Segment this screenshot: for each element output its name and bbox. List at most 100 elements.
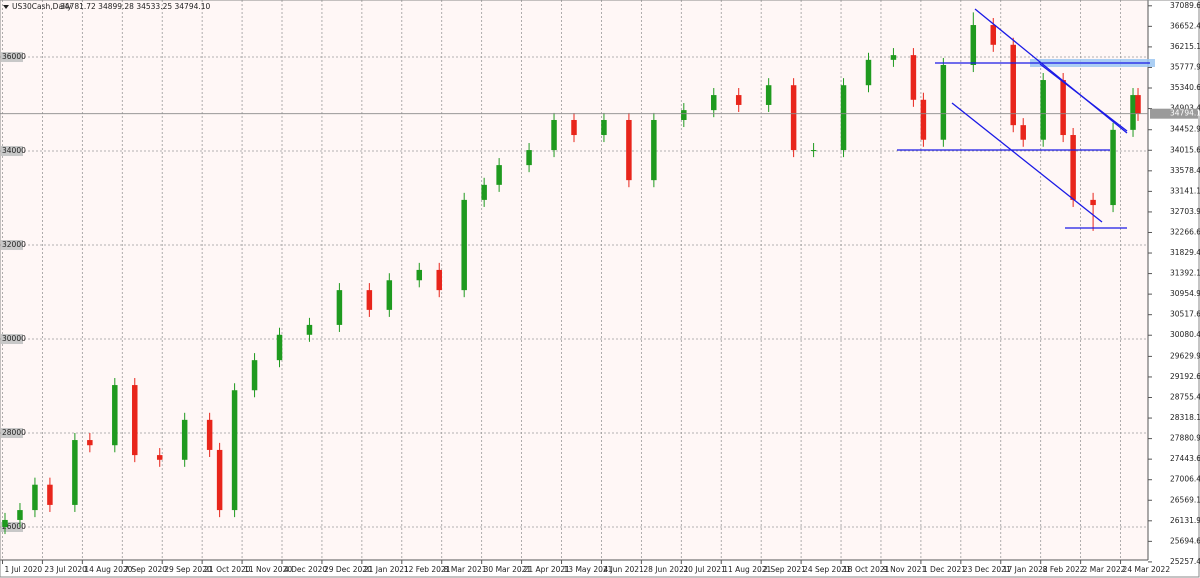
candle-body: [1010, 44, 1016, 126]
y-tick-label: 30954.90: [1170, 289, 1200, 298]
candle-body: [735, 95, 742, 105]
x-tick-label: 14 Aug 2020: [84, 565, 132, 574]
x-tick-label: 23 Jul 2020: [44, 565, 87, 574]
candle-body: [276, 334, 283, 361]
trend-line: [951, 102, 1103, 223]
candle-body: [2, 519, 8, 528]
x-tick-label: 20 Jul 2021: [683, 565, 726, 574]
x-tick-label: 2 Mar 2022: [1083, 565, 1126, 574]
candle-body: [32, 484, 38, 511]
candle-body: [306, 324, 313, 335]
user-drawings: [897, 8, 1155, 229]
candle-body: [386, 280, 393, 310]
menu-icon[interactable]: [3, 5, 9, 9]
candle-body: [910, 55, 917, 100]
candle-body: [940, 65, 947, 140]
candle-body: [765, 85, 772, 105]
candle-body: [132, 385, 138, 456]
y-tick-label: 32266.65: [1170, 227, 1200, 236]
level-label-box: [1, 52, 23, 63]
candle-body: [890, 55, 897, 60]
y-tick-label: 27880.90: [1170, 434, 1200, 443]
candle-body: [156, 455, 163, 460]
y-tick-label: 31829.40: [1170, 248, 1200, 257]
trend-line: [974, 8, 1128, 134]
candle-body: [1060, 80, 1066, 136]
x-tick-label: 7 Sep 2020: [124, 565, 167, 574]
candle-body: [601, 119, 607, 136]
candle-body: [810, 150, 817, 152]
candle-body: [1020, 125, 1026, 140]
x-tick-label: 21 Jan 2021: [364, 565, 409, 574]
x-tick-label: 4 Dec 2020: [284, 565, 327, 574]
level-label: 34000: [2, 146, 26, 155]
x-tick-label: 12 Feb 2021: [404, 565, 451, 574]
candle-body: [206, 419, 213, 450]
candle-body: [1110, 129, 1116, 206]
y-tick-label: 36215.15: [1170, 42, 1200, 51]
y-tick-label: 34452.90: [1170, 125, 1200, 134]
level-label: 28000: [2, 428, 26, 437]
y-tick-label: 26131.90: [1170, 516, 1200, 525]
candle-body: [970, 25, 977, 66]
y-tick-label: 29192.65: [1170, 372, 1200, 381]
x-tick-label: 17 Jan 2022: [1003, 565, 1048, 574]
y-tick-label: 36652.45: [1170, 21, 1200, 30]
candle-body: [681, 110, 687, 120]
candle-body: [920, 99, 927, 140]
candle-body: [181, 419, 188, 460]
x-tick-label: 24 Mar 2022: [1123, 565, 1171, 574]
y-tick-label: 28755.40: [1170, 393, 1200, 402]
level-label: 30000: [2, 334, 26, 343]
x-tick-label: 13 May 2021: [564, 565, 613, 574]
y-tick-label: 31392.15: [1170, 269, 1200, 278]
y-tick-label: 29629.90: [1170, 351, 1200, 360]
y-tick-label: 26569.15: [1170, 495, 1200, 504]
trend-line: [1039, 63, 1128, 132]
candle-body: [496, 165, 502, 185]
level-label-box: [1, 146, 23, 157]
last-price-box: [1150, 108, 1198, 119]
x-tick-label: 21 Apr 2021: [524, 565, 571, 574]
y-tick-label: 35777.90: [1170, 62, 1200, 71]
candle-body: [711, 95, 717, 111]
candle-body: [461, 199, 467, 291]
y-tick-label: 25257.40: [1170, 557, 1200, 566]
candle-body: [416, 269, 423, 281]
y-tick-label: 27006.40: [1170, 475, 1200, 484]
candle-body: [571, 119, 577, 136]
last-price-label: 34794.10: [1170, 109, 1200, 118]
level-label-box: [1, 428, 23, 439]
candle-body: [526, 150, 532, 166]
candle-body: [47, 484, 53, 505]
x-tick-label: 11 Aug 2021: [723, 565, 771, 574]
x-tick-label: 18 Oct 2021: [843, 565, 890, 574]
candle-body: [366, 290, 373, 310]
candle-body: [865, 59, 872, 86]
y-tick-label: 35340.65: [1170, 83, 1200, 92]
candle-body: [112, 385, 118, 446]
ohlc-text: 34781.72 34899.28 34533.25 34794.10: [60, 2, 211, 11]
level-label-box: [1, 240, 23, 251]
level-label-box: [1, 522, 23, 533]
y-tick-label: 30517.65: [1170, 310, 1200, 319]
candle-body: [436, 269, 442, 291]
candle-body: [990, 25, 997, 45]
x-tick-label: 8 Feb 2022: [1043, 565, 1085, 574]
x-tick-label: 11 Nov 2020: [244, 565, 292, 574]
chart-title: US30Cash,Daily: [12, 2, 72, 11]
candle-body: [626, 119, 632, 181]
x-tick-label: 1 Jul 2020: [4, 565, 42, 574]
candle-body: [17, 510, 23, 520]
candle-body: [840, 85, 847, 151]
candles: [2, 12, 1141, 535]
candle-body: [1070, 135, 1076, 200]
y-tick-label: 33578.40: [1170, 166, 1200, 175]
candle-body: [551, 119, 557, 151]
y-tick-label: 32703.90: [1170, 207, 1200, 216]
y-tick-label: 34903.40: [1170, 104, 1200, 113]
candle-body: [1040, 80, 1046, 140]
y-tick-label: 25694.65: [1170, 536, 1200, 545]
